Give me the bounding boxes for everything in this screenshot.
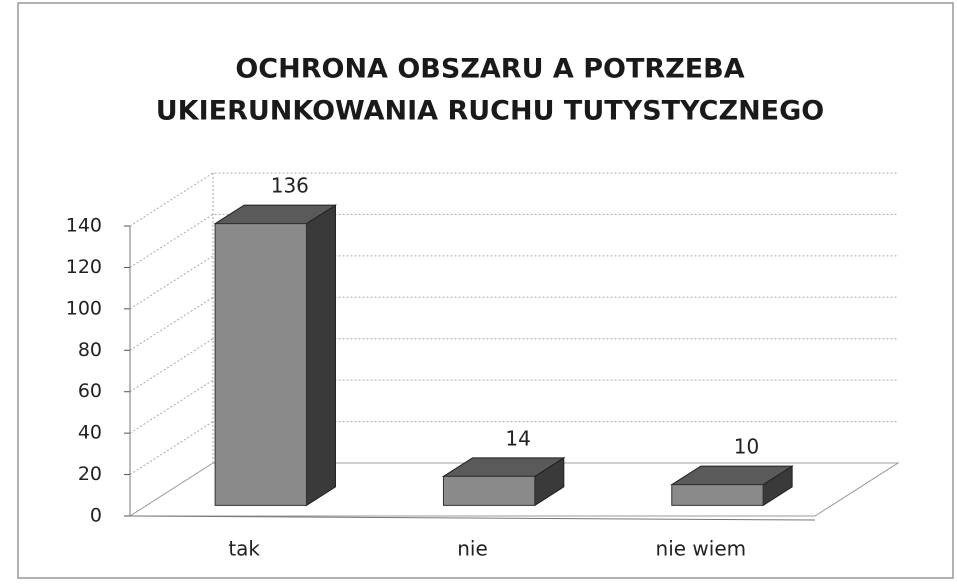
value-label: 10 <box>734 435 759 459</box>
bar-side <box>305 204 336 507</box>
grid-line <box>129 255 898 310</box>
grid-line <box>129 338 898 393</box>
bar <box>214 223 307 506</box>
grid-line <box>129 379 898 434</box>
value-label: 14 <box>505 426 530 450</box>
y-tick-label: 0 <box>90 505 102 527</box>
bar <box>671 484 764 506</box>
x-tick-label: nie wiem <box>656 537 747 561</box>
grid-line <box>129 296 898 351</box>
grid-line <box>129 172 898 227</box>
x-tick-label: nie <box>457 537 488 561</box>
chart-title: OCHRONA OBSZARU A POTRZEBA <box>235 54 744 85</box>
bar <box>442 475 536 506</box>
value-label: 136 <box>271 174 309 198</box>
y-tick-label: 100 <box>66 297 102 319</box>
y-tick-label: 60 <box>78 380 102 402</box>
y-tick-label: 40 <box>78 422 102 444</box>
grid-line <box>129 213 898 268</box>
x-axis <box>129 515 816 521</box>
y-tick-label: 120 <box>66 256 102 278</box>
x-tick-label: tak <box>228 537 260 561</box>
grid-line <box>129 462 898 517</box>
y-tick-label: 140 <box>66 215 102 237</box>
y-tick-label: 80 <box>78 339 102 361</box>
y-tick-label: 20 <box>78 463 102 485</box>
chart-title: UKIERUNKOWANIA RUCHU TUTYSTYCZNEGO <box>156 96 824 127</box>
grid-line <box>129 421 898 475</box>
